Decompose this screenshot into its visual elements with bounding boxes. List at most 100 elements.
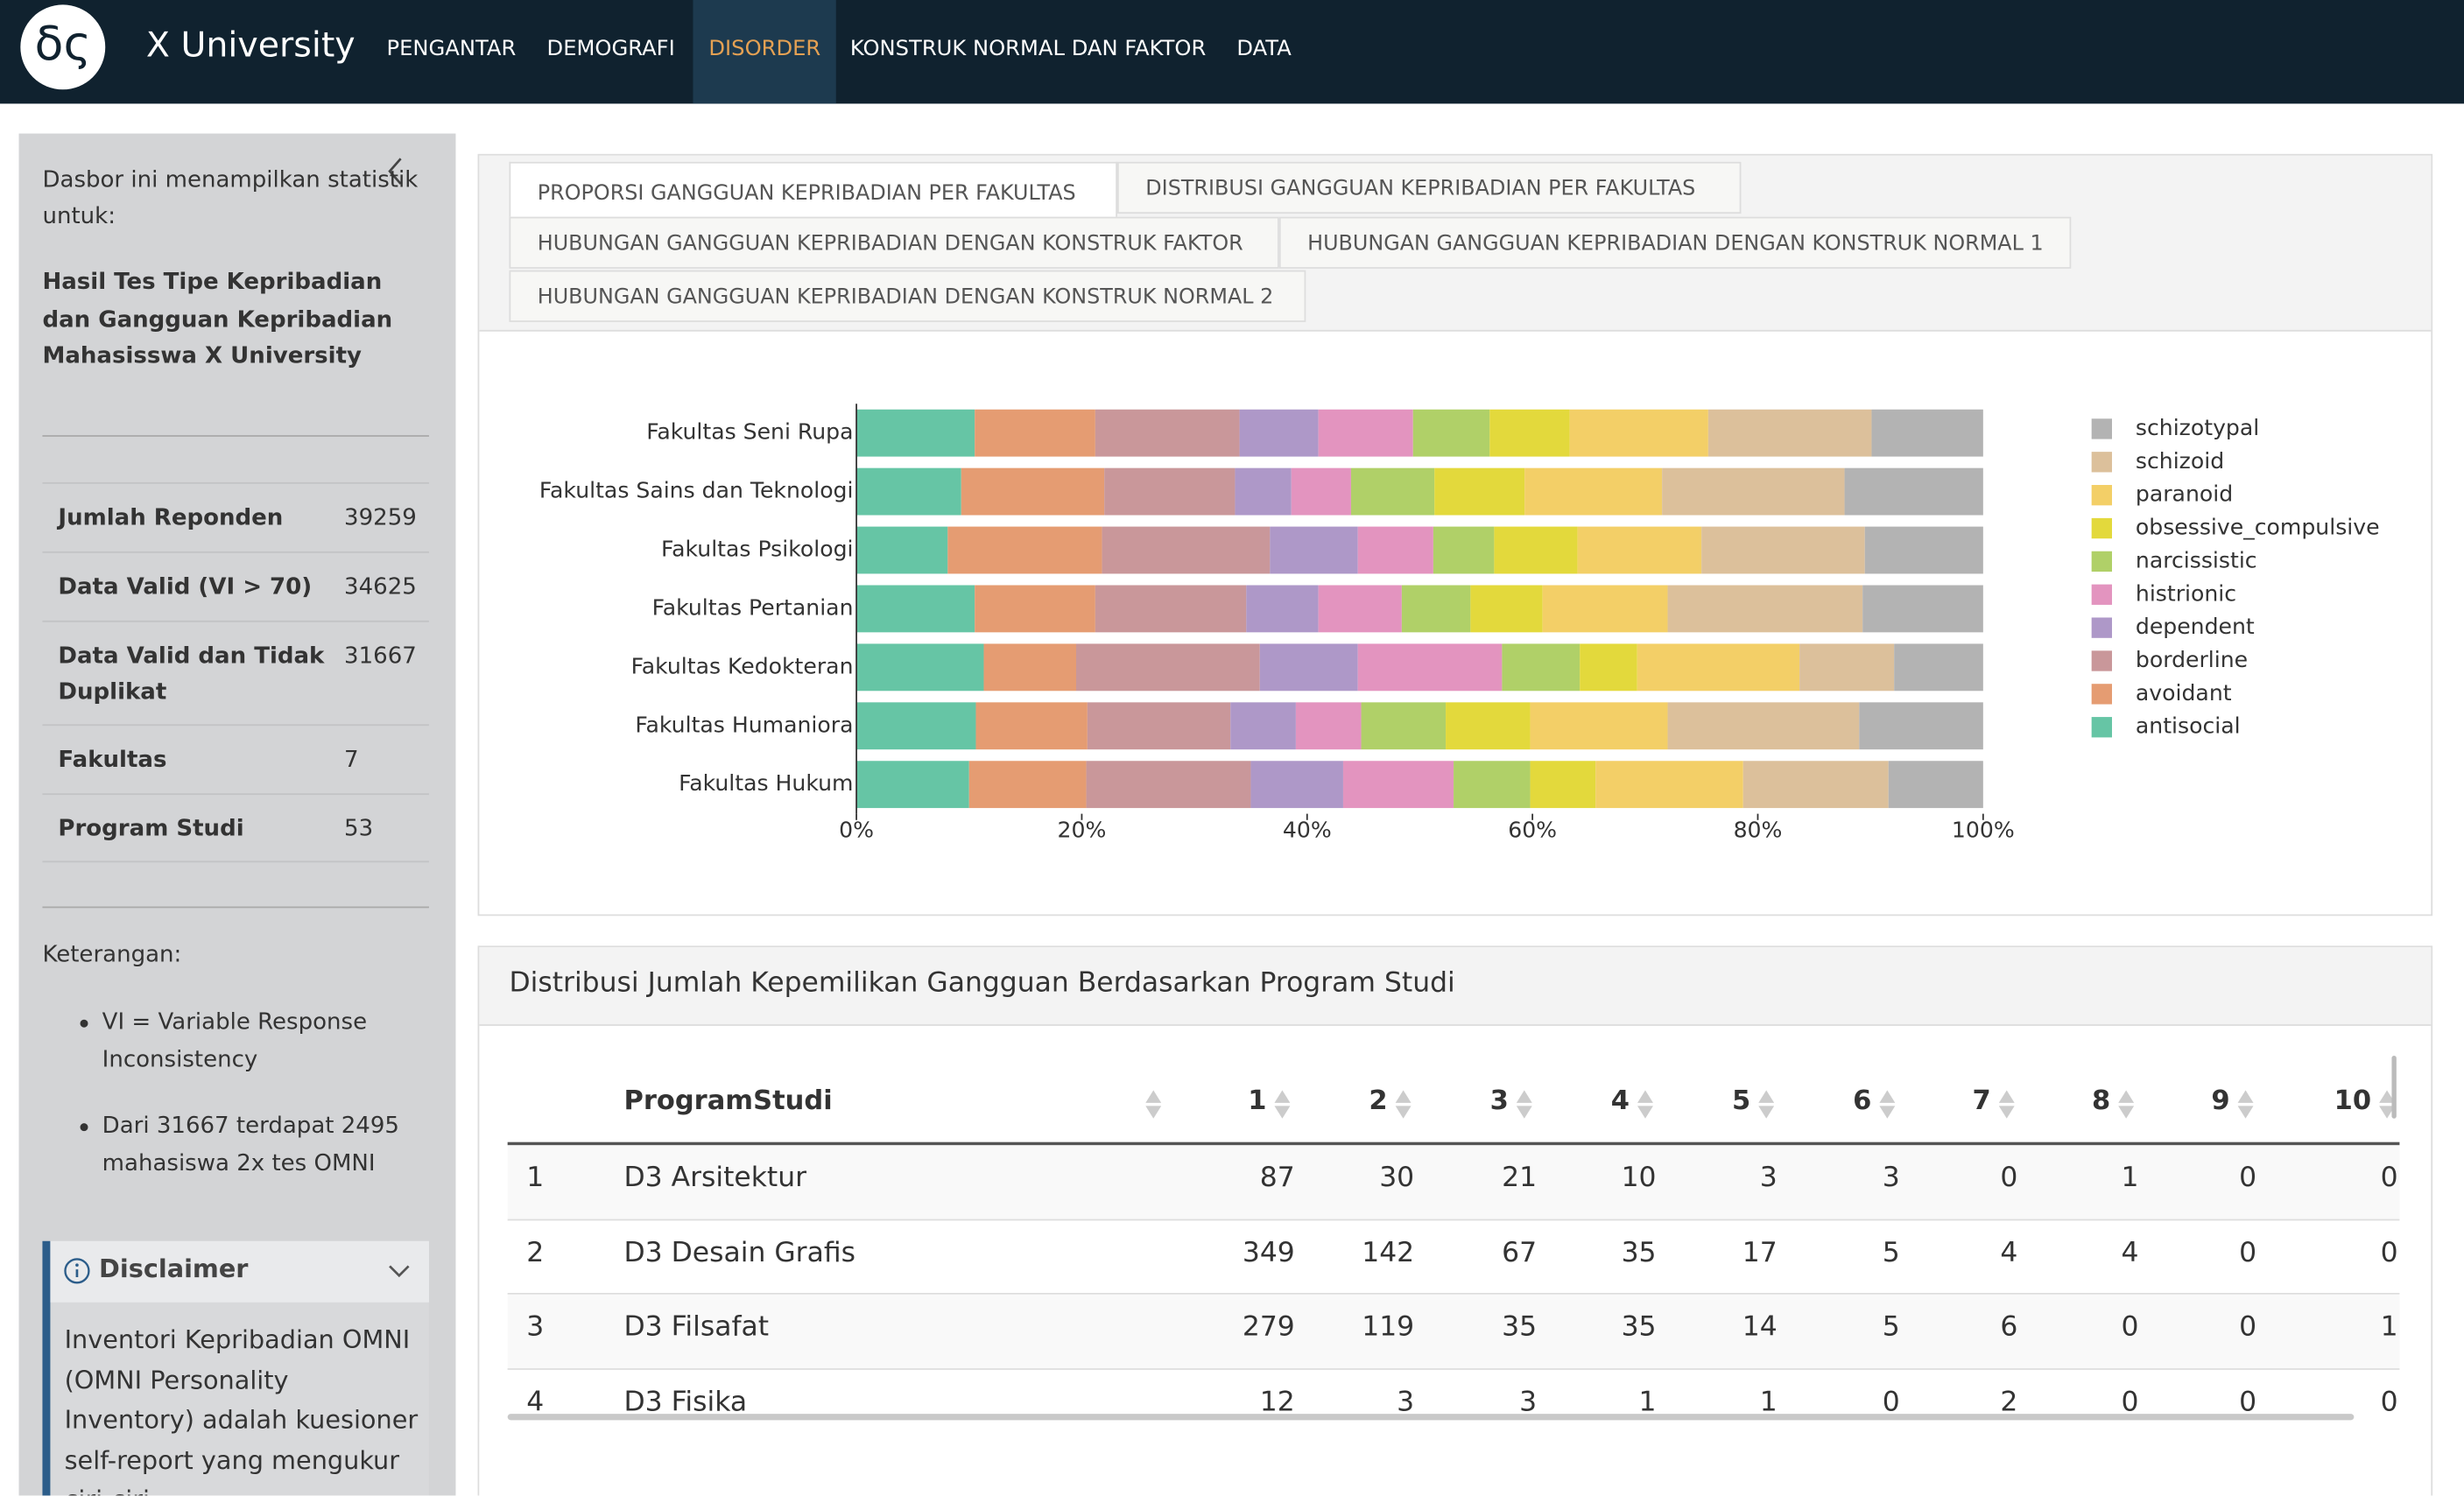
bar-segment — [1844, 467, 1983, 516]
intro: Dasbor ini menampilkan statistik untuk: — [42, 168, 419, 230]
nav-item[interactable]: PENGANTAR — [386, 36, 517, 61]
bar-segment — [1470, 585, 1543, 633]
table-cell: 0 — [2380, 1386, 2398, 1418]
stat-label: Data Valid (VI > 70) — [58, 574, 313, 601]
bar-segment — [975, 409, 1095, 457]
bar-segment — [1864, 526, 1983, 574]
table-cell: 2 — [2000, 1386, 2018, 1418]
chart: Fakultas Seni Rupa Fakultas Sains dan Tek… — [539, 404, 2380, 842]
bullet — [80, 1123, 88, 1132]
table-cell: 349 — [1242, 1237, 1295, 1269]
column-header[interactable]: 4 — [1610, 1085, 1630, 1117]
table-title: Distribusi Jumlah Kepemilikan Gangguan B… — [509, 967, 1455, 1000]
table-cell: 87 — [1259, 1162, 1295, 1194]
table-cell: 0 — [2000, 1162, 2018, 1194]
legend-swatch — [2091, 551, 2112, 572]
table-cell: 3 — [1519, 1386, 1538, 1418]
column-header[interactable]: 1 — [1248, 1085, 1267, 1117]
sort-icon[interactable] — [2118, 1090, 2135, 1119]
collapse-icon[interactable] — [385, 156, 407, 187]
bar-segment — [1494, 526, 1578, 574]
legend-label: obsessive_compulsive — [2136, 515, 2380, 540]
column-header[interactable]: 3 — [1489, 1085, 1509, 1117]
stat-value: 53 — [344, 817, 374, 842]
sort-icon[interactable] — [1758, 1090, 1775, 1119]
bar-segment — [1894, 643, 1983, 692]
table-cell: 35 — [1621, 1311, 1657, 1344]
tab[interactable]: HUBUNGAN GANGGUAN KEPRIBADIAN DENGAN KON… — [1278, 216, 2072, 269]
sort-icon[interactable] — [1145, 1090, 1162, 1119]
bar-segment — [1489, 409, 1570, 457]
sort-icon[interactable] — [1516, 1090, 1532, 1119]
column-header[interactable]: 6 — [1853, 1085, 1872, 1117]
stat-value: 34625 — [344, 574, 417, 601]
sort-icon[interactable] — [2379, 1090, 2396, 1119]
y-tick-label: Fakultas Hukum — [679, 770, 853, 796]
disclaimer-header[interactable]: Disclaimer — [50, 1240, 429, 1303]
bar-segment — [1542, 585, 1668, 633]
brand[interactable]: X University — [145, 26, 356, 67]
bar-segment — [1577, 526, 1702, 574]
tab[interactable]: DISTRIBUSI GANGGUAN KEPRIBADIAN PER FAKU… — [1116, 161, 1742, 214]
bar-segment — [961, 467, 1105, 516]
bar-segment — [1291, 467, 1351, 516]
bar-segment — [1859, 702, 1983, 750]
column-header[interactable]: ProgramStudi — [623, 1085, 833, 1117]
column-header[interactable]: 10 — [2334, 1085, 2372, 1117]
column-header[interactable]: 7 — [1972, 1085, 1991, 1117]
legend-swatch — [2091, 584, 2112, 605]
sort-icon[interactable] — [2237, 1090, 2254, 1119]
table-cell: 0 — [2239, 1162, 2257, 1194]
sort-icon[interactable] — [1395, 1090, 1412, 1119]
disclaimer-body: Inventori Kepribadian OMNI (OMNI Persona… — [64, 1324, 419, 1496]
bar-segment — [1888, 761, 1983, 809]
tab[interactable]: HUBUNGAN GANGGUAN KEPRIBADIAN DENGAN KON… — [509, 270, 1306, 322]
nav-item[interactable]: DISORDER — [693, 0, 837, 104]
stat-row-line — [42, 551, 429, 553]
column-header[interactable]: 2 — [1369, 1085, 1388, 1117]
x-tick-label: 60% — [1508, 817, 1557, 842]
table-cell: 0 — [1882, 1386, 1900, 1418]
note: VI = Variable Response Inconsistency — [102, 1009, 368, 1072]
nav-item[interactable]: DEMOGRAFI — [546, 36, 675, 61]
stat-label: Jumlah Reponden — [58, 505, 284, 531]
table-cell: 5 — [1882, 1311, 1900, 1344]
y-tick-label: Fakultas Humaniora — [635, 712, 853, 737]
legend-label: avoidant — [2136, 680, 2232, 706]
table-cell: 0 — [2121, 1311, 2139, 1344]
row-index: 2 — [526, 1237, 545, 1269]
logo[interactable]: δς — [20, 4, 106, 90]
sort-icon[interactable] — [1879, 1090, 1896, 1119]
stat-row-line — [42, 793, 429, 796]
h-scrollbar[interactable] — [507, 1414, 2355, 1421]
table-row — [507, 1294, 2400, 1370]
table-cell: 1 — [1759, 1386, 1778, 1418]
bar-segment — [856, 643, 984, 692]
bar-segment — [1569, 409, 1708, 457]
x-tick-label: 80% — [1734, 817, 1783, 842]
sort-icon[interactable] — [1998, 1090, 2015, 1119]
sort-icon[interactable] — [1274, 1090, 1291, 1119]
notes-title: Keterangan: — [42, 942, 182, 968]
column-header[interactable]: 9 — [2211, 1085, 2230, 1117]
column-header[interactable]: 8 — [2091, 1085, 2111, 1117]
sort-icon[interactable] — [1637, 1090, 1653, 1119]
header-line — [507, 1141, 2400, 1146]
bar-segment — [975, 702, 1088, 750]
bar-segment — [1342, 761, 1454, 809]
nav-item[interactable]: KONSTRUK NORMAL DAN FAKTOR — [849, 36, 1207, 61]
divider — [42, 906, 429, 909]
tab[interactable]: HUBUNGAN GANGGUAN KEPRIBADIAN DENGAN KON… — [509, 216, 1279, 269]
column-header[interactable]: 5 — [1731, 1085, 1751, 1117]
divider — [42, 435, 429, 437]
tab[interactable]: PROPORSI GANGGUAN KEPRIBADIAN PER FAKULT… — [509, 161, 1117, 222]
table-cell: 14 — [1742, 1311, 1778, 1344]
table-cell: 279 — [1242, 1311, 1295, 1344]
table-row — [507, 1219, 2400, 1295]
nav-item[interactable]: DATA — [1236, 36, 1292, 61]
program-studi: D3 Fisika — [623, 1386, 748, 1418]
bar-segment — [975, 585, 1095, 633]
table-card-header — [479, 947, 2432, 1026]
bar-segment — [1637, 643, 1800, 692]
v-scrollbar[interactable] — [2391, 1055, 2397, 1119]
